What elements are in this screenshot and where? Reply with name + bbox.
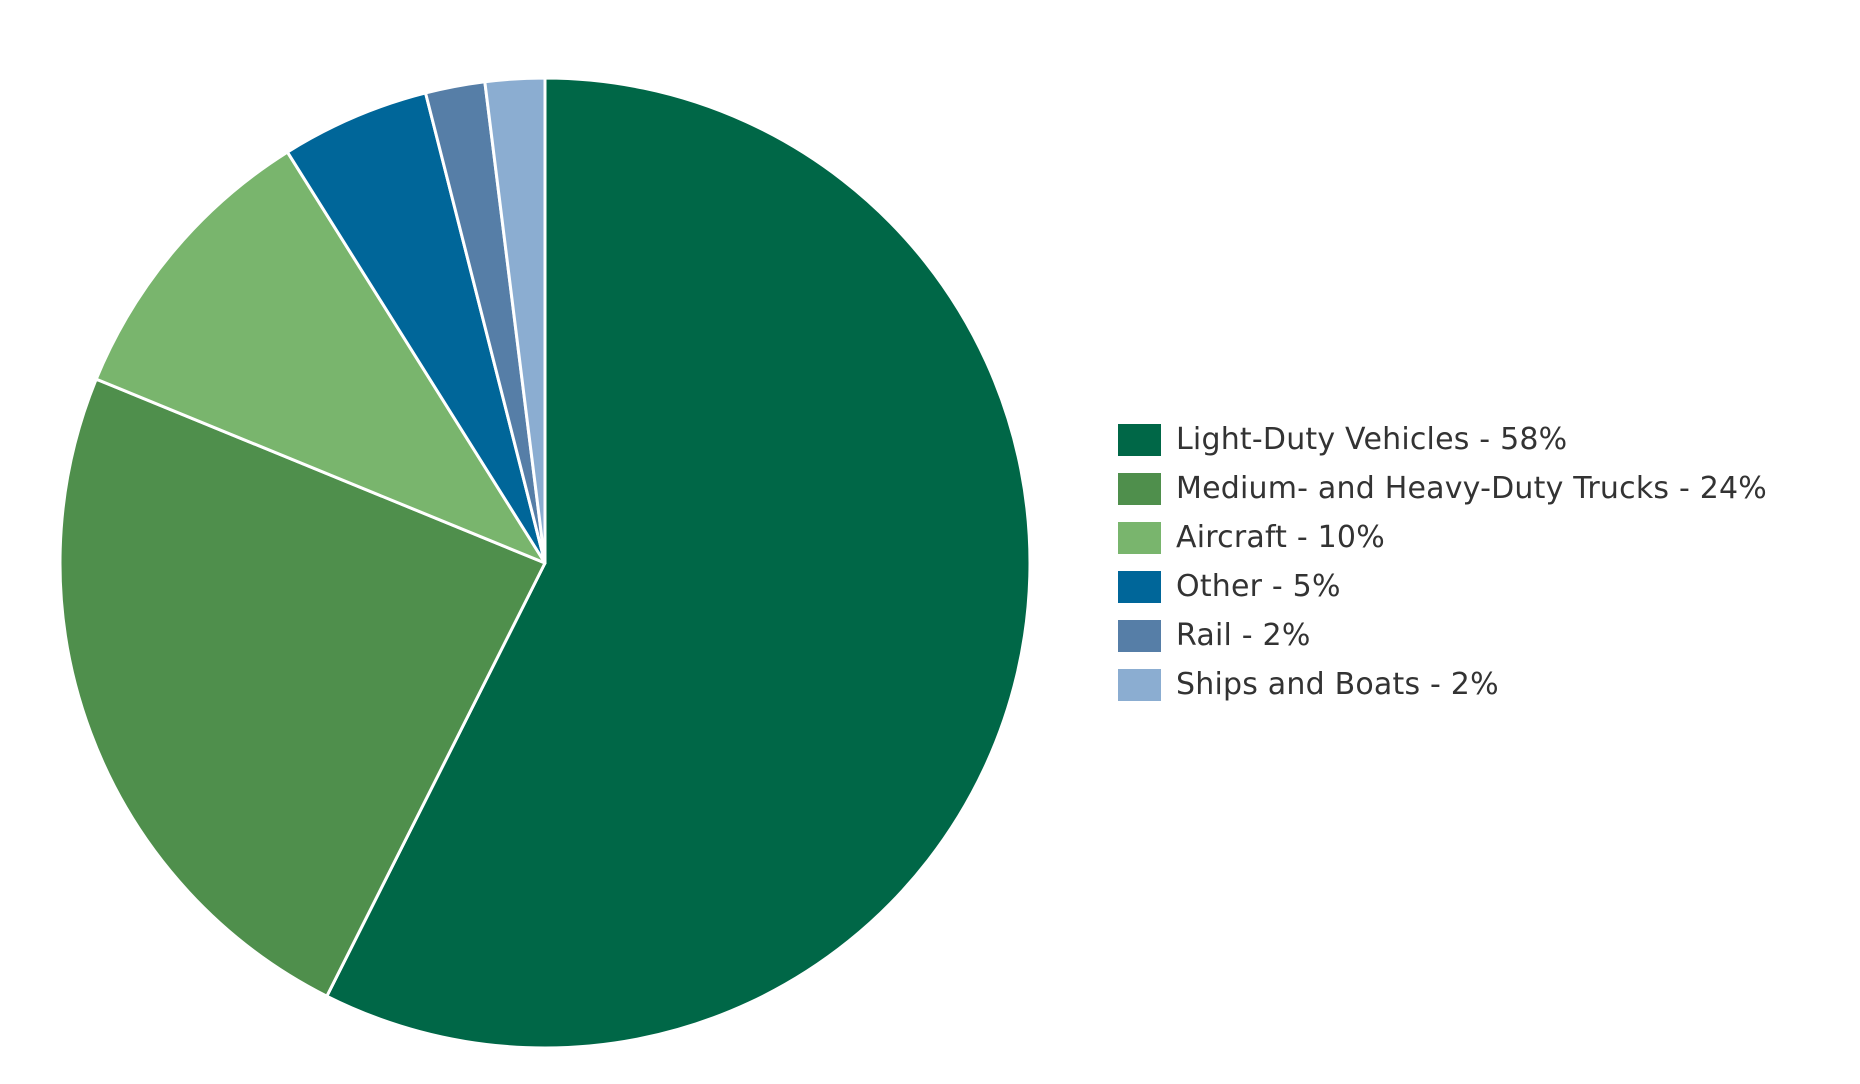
pie-slice-light-duty-vehicles bbox=[325, 76, 1032, 1050]
legend-swatch bbox=[1118, 619, 1161, 652]
legend-label: Rail - 2% bbox=[1176, 618, 1311, 653]
legend-label: Ships and Boats - 2% bbox=[1176, 667, 1499, 702]
pie-slice-other bbox=[285, 91, 547, 565]
pie-slice-medium-and-heavy-duty-trucks bbox=[58, 377, 547, 998]
legend-label: Other - 5% bbox=[1176, 569, 1341, 604]
legend-label: Aircraft - 10% bbox=[1176, 520, 1385, 555]
legend-item: Light-Duty Vehicles - 58% bbox=[1118, 415, 1767, 464]
legend-swatch bbox=[1118, 668, 1161, 701]
legend-label: Light-Duty Vehicles - 58% bbox=[1176, 422, 1568, 457]
legend-swatch bbox=[1118, 472, 1161, 505]
legend-label: Medium- and Heavy-Duty Trucks - 24% bbox=[1176, 471, 1768, 506]
pie-slices bbox=[58, 76, 1032, 1050]
legend-item: Medium- and Heavy-Duty Trucks - 24% bbox=[1118, 464, 1767, 513]
legend-swatch bbox=[1118, 570, 1161, 603]
pie-slice-ships-and-boats bbox=[483, 76, 547, 565]
legend: Light-Duty Vehicles - 58% Medium- and Hea… bbox=[1118, 415, 1767, 709]
legend-item: Other - 5% bbox=[1118, 562, 1767, 611]
legend-swatch bbox=[1118, 423, 1161, 456]
legend-item: Ships and Boats - 2% bbox=[1118, 660, 1767, 709]
legend-item: Rail - 2% bbox=[1118, 611, 1767, 660]
legend-swatch bbox=[1118, 521, 1161, 554]
legend-item: Aircraft - 10% bbox=[1118, 513, 1767, 562]
pie-slice-aircraft bbox=[94, 150, 547, 565]
